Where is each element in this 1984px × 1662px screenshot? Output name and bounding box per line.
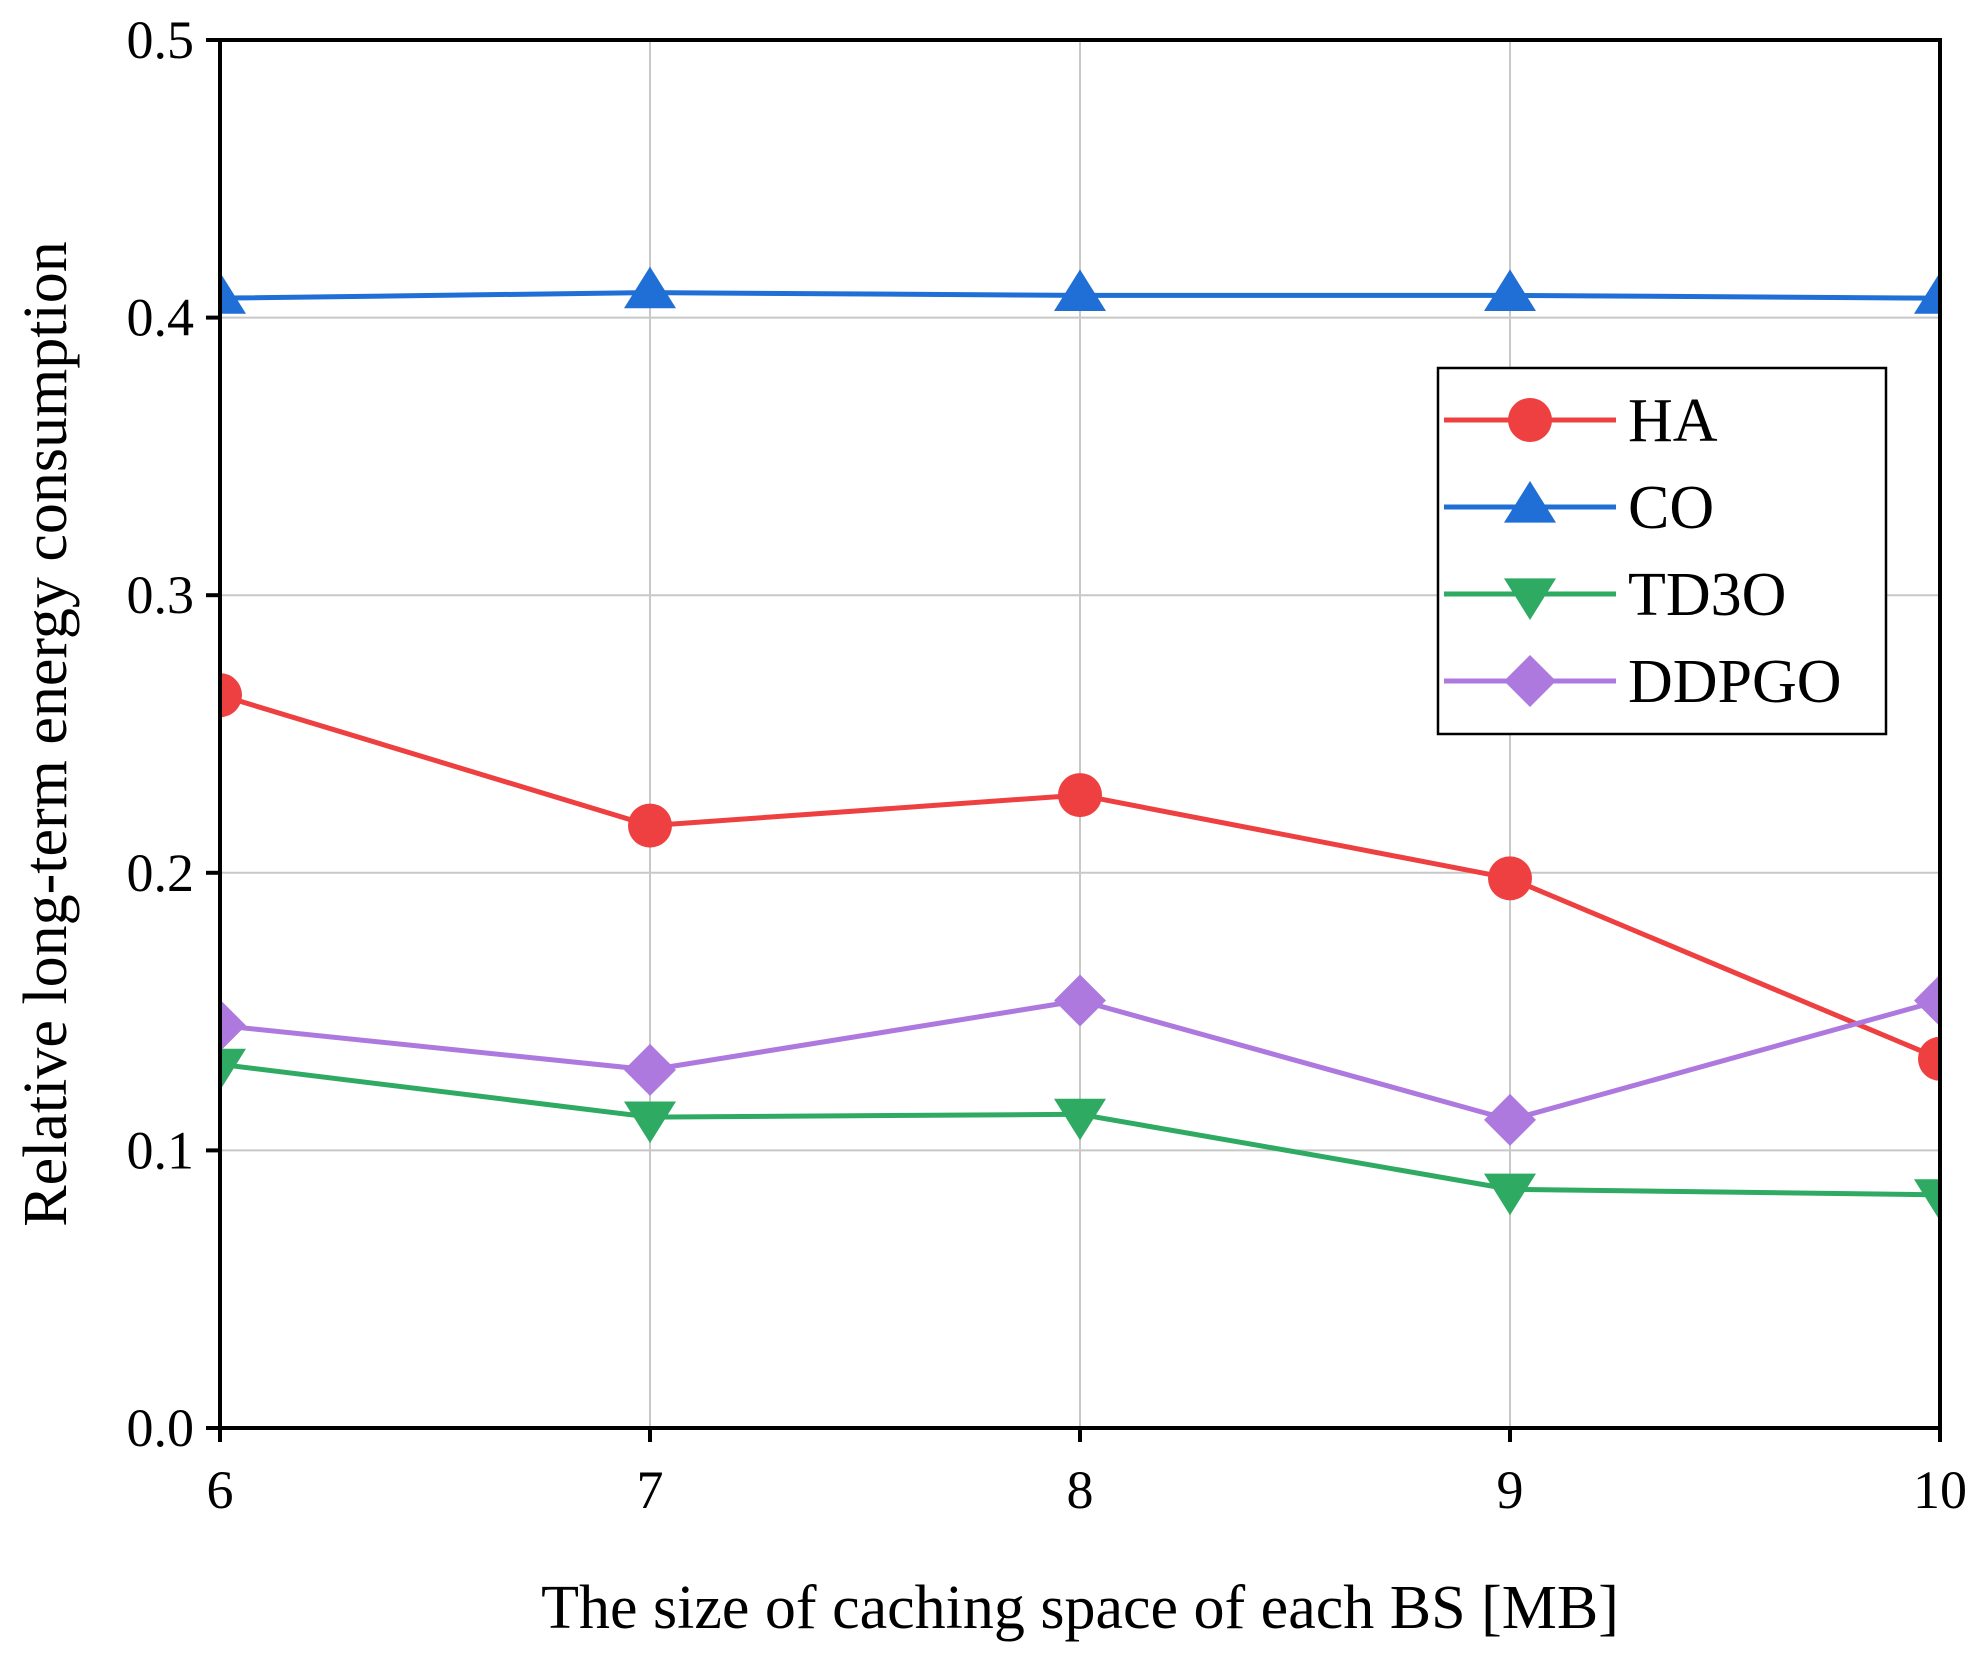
data-point-co (220, 272, 246, 314)
x-tick-label: 8 (1067, 1460, 1094, 1520)
data-point-co (1054, 269, 1106, 311)
data-point-td3o (1914, 1179, 1940, 1221)
data-point-co (1914, 272, 1940, 314)
legend-marker-ddpgo (1504, 655, 1556, 707)
data-point-ddpgo (1914, 974, 1940, 1027)
data-point-co (1484, 269, 1536, 311)
axis-ticks (206, 38, 1942, 1442)
y-tick-label: 0.5 (127, 10, 195, 70)
data-point-ha (628, 803, 672, 848)
legend-label-td3o: TD3O (1628, 561, 1786, 629)
x-axis-title: The size of caching space of each BS [MB… (541, 1574, 1619, 1642)
data-point-ddpgo (1484, 1093, 1536, 1146)
data-point-co (624, 266, 676, 309)
data-point-td3o (1484, 1173, 1536, 1216)
legend-label-ha: HA (1628, 387, 1718, 455)
data-point-ha (1488, 856, 1532, 901)
y-tick-label: 0.4 (127, 288, 195, 348)
data-point-ha (220, 673, 242, 718)
data-point-ha (1918, 1036, 1940, 1081)
x-tick-label: 7 (637, 1460, 664, 1520)
data-point-ha (1058, 773, 1102, 818)
y-tick-label: 0.0 (127, 1398, 195, 1458)
data-point-ddpgo (220, 999, 246, 1052)
legend-label-co: CO (1628, 474, 1714, 542)
data-point-td3o (220, 1048, 246, 1091)
x-tick-label: 10 (1913, 1460, 1967, 1520)
data-point-ddpgo (624, 1043, 676, 1096)
data-point-td3o (1054, 1098, 1106, 1141)
legend-marker-td3o (1504, 578, 1556, 620)
legend-label-ddpgo: DDPGO (1628, 648, 1842, 716)
legend-marker-ha (1508, 398, 1552, 442)
data-point-td3o (624, 1101, 676, 1144)
y-tick-label: 0.1 (127, 1120, 195, 1180)
y-tick-label: 0.3 (127, 565, 195, 625)
y-axis-title: Relative long-term energy consumption (12, 241, 80, 1226)
legend: HA CO TD3O DDPGO (1436, 366, 1888, 736)
tick-labels: 6 7 8 9 10 0.0 0.1 0.2 0.3 0.4 0.5 (127, 10, 1968, 1520)
legend-marker-co (1504, 481, 1556, 523)
x-tick-label: 6 (207, 1460, 234, 1520)
data-point-ddpgo (1054, 974, 1106, 1027)
series-markers (220, 266, 1940, 1221)
y-tick-label: 0.2 (127, 843, 195, 903)
x-tick-label: 9 (1497, 1460, 1524, 1520)
